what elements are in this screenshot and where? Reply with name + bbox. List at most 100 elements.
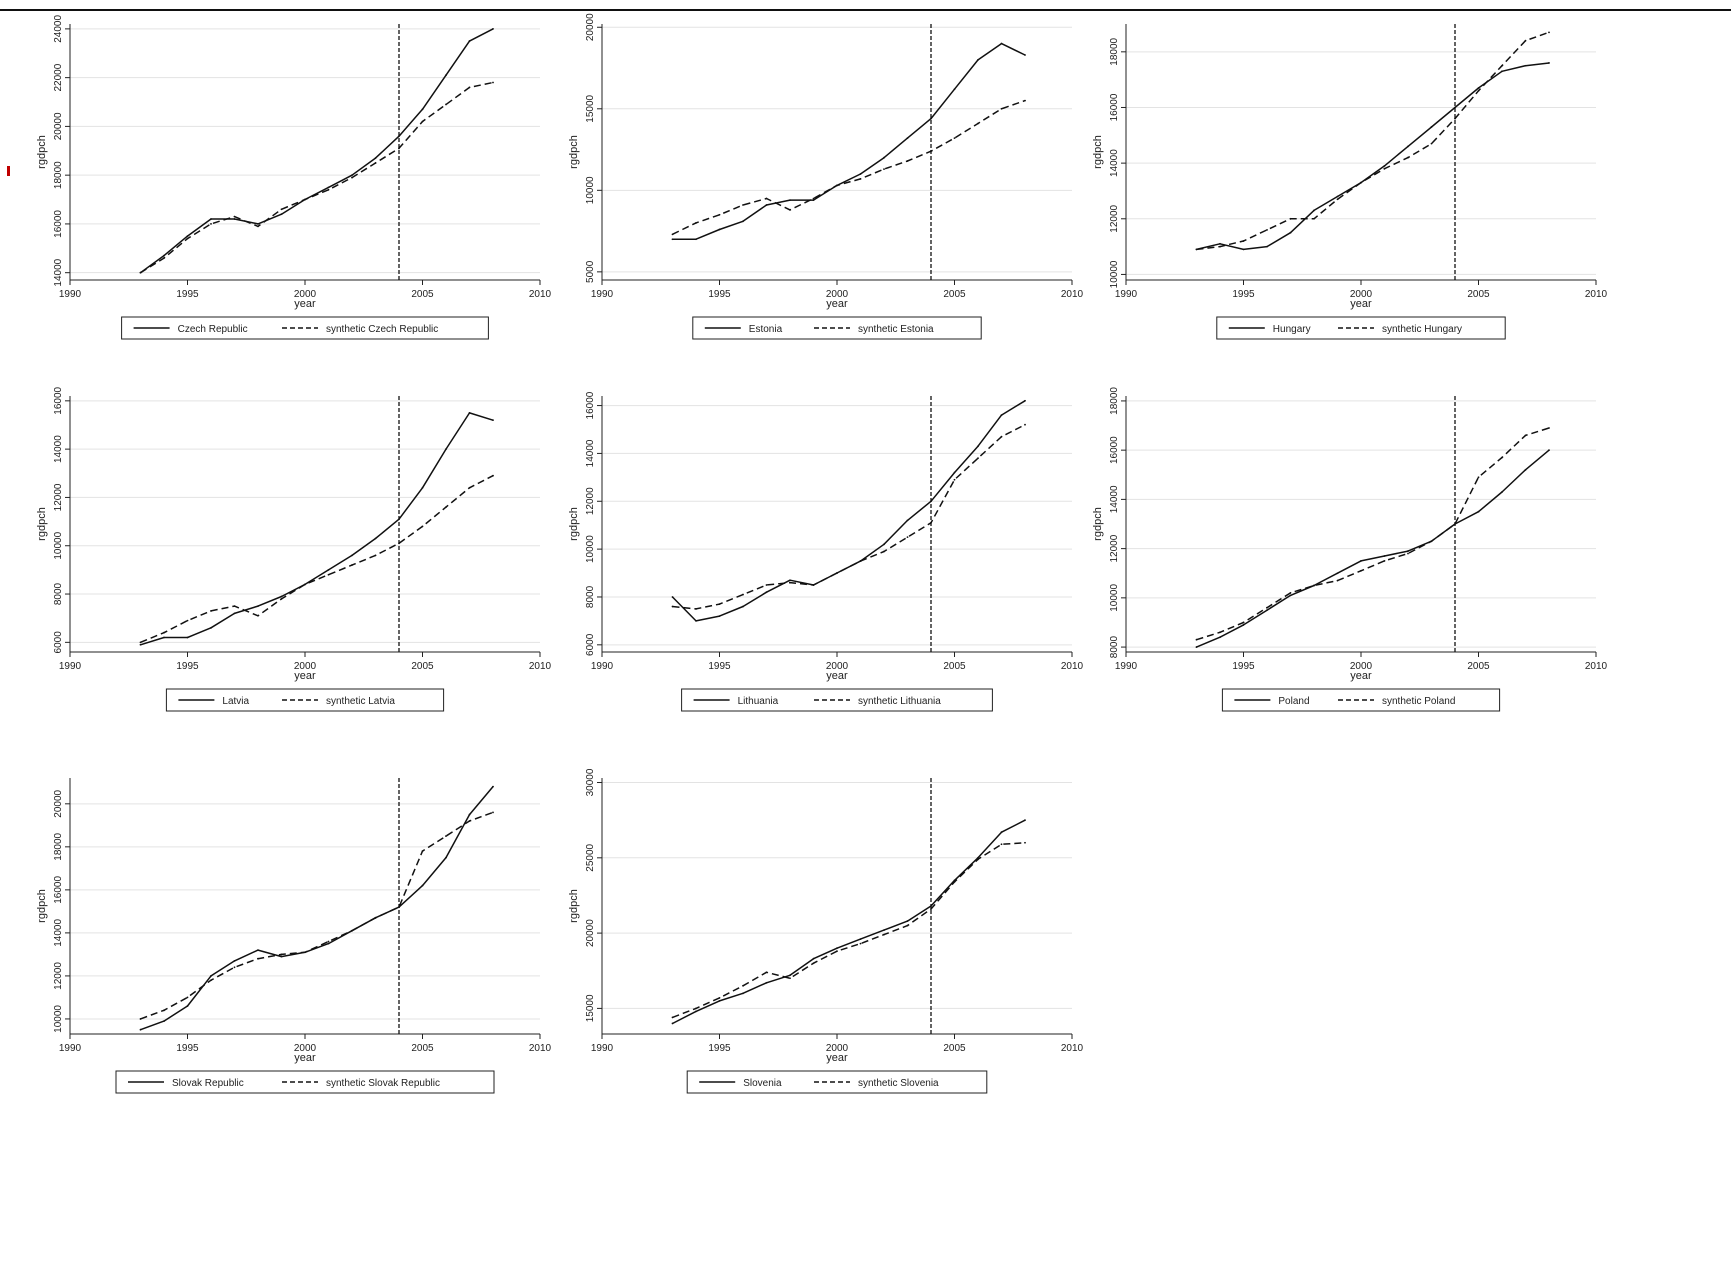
data-point [1524, 434, 1527, 437]
data-point [304, 583, 306, 586]
data-point [671, 605, 674, 608]
data-point [883, 156, 885, 159]
x-tick-label: 1995 [1232, 289, 1255, 300]
legend-box [681, 688, 993, 712]
data-point [1501, 70, 1503, 73]
legend: Hungary synthetic Hungary [1216, 316, 1506, 340]
y-tick-label: 14000 [53, 258, 64, 286]
y-tick-label: 20000 [585, 13, 596, 41]
data-point [468, 40, 471, 42]
series-synthetic-slovenia [671, 841, 1026, 1019]
y-tick-label: 16000 [585, 391, 596, 419]
data-point [492, 81, 494, 84]
data-point [1336, 195, 1339, 198]
y-tick-label: 10000 [53, 1005, 64, 1033]
data-point [398, 135, 400, 138]
data-point [1548, 62, 1550, 64]
data-point [859, 178, 862, 180]
x-tick-label: 2010 [529, 661, 552, 672]
legend-box [1221, 688, 1501, 712]
line-chart: 6000 8000 10000 12000 14000 16000 1990 1995 2000… [36, 386, 552, 712]
data-point [186, 996, 189, 999]
y-tick-label: 16000 [53, 386, 64, 414]
data-point [906, 160, 909, 162]
data-point [1266, 606, 1268, 609]
data-point [930, 905, 932, 907]
data-point [280, 208, 283, 211]
data-point [233, 966, 236, 969]
x-tick-label: 2010 [1585, 661, 1608, 672]
data-point [139, 641, 142, 644]
x-axis-label: year [294, 670, 316, 682]
x-tick-label: 2000 [1350, 661, 1373, 672]
data-point [718, 228, 721, 231]
data-point [233, 959, 236, 962]
x-tick-label: 2000 [1350, 289, 1373, 300]
x-tick-label: 1990 [1115, 661, 1138, 672]
data-point [1407, 145, 1409, 148]
data-point [859, 173, 862, 175]
data-point [1195, 638, 1198, 641]
legend-label: Slovak Republic [172, 1078, 244, 1089]
data-point [163, 636, 165, 639]
y-tick-label: 14000 [585, 439, 596, 467]
data-point [139, 643, 142, 646]
series-line [1196, 427, 1550, 641]
data-point [906, 519, 909, 522]
data-point [742, 593, 744, 596]
data-point [280, 595, 283, 598]
y-axis-label: rgdpch [36, 135, 48, 169]
data-point [1266, 229, 1268, 231]
legend-label: Poland [1278, 696, 1309, 707]
data-point [351, 554, 353, 557]
data-point [398, 518, 400, 521]
x-tick-label: 2005 [943, 289, 966, 300]
data-point [977, 58, 979, 61]
x-tick-label: 2010 [1061, 1043, 1084, 1054]
data-point [233, 215, 236, 218]
data-point [695, 608, 697, 610]
data-point [671, 233, 674, 236]
data-point [883, 550, 885, 553]
margin-mark [7, 166, 10, 176]
data-point [953, 88, 956, 91]
x-tick-label: 2010 [1585, 289, 1608, 300]
line-chart: 15000 20000 25000 30000 1990 1995 2000 2005 2010… [568, 768, 1084, 1094]
data-point [468, 486, 471, 489]
data-point [1407, 552, 1409, 555]
data-point [233, 218, 236, 220]
x-tick-label: 2000 [294, 661, 317, 672]
data-point [1454, 106, 1456, 109]
chart-panel-slovak-republic: 10000 12000 14000 16000 18000 20000 1990 1995 20… [20, 772, 580, 1162]
data-point [468, 820, 471, 822]
legend-label: Slovenia [743, 1078, 782, 1089]
y-tick-label: 20000 [53, 112, 64, 140]
y-axis-label: rgdpch [1092, 135, 1104, 169]
chart-panel-poland: 8000 10000 12000 14000 16000 18000 1990 1995 200… [1076, 387, 1636, 780]
y-tick-label: 22000 [53, 63, 64, 91]
data-point [859, 942, 862, 945]
legend: Slovenia synthetic Slovenia [686, 1070, 988, 1094]
y-tick-label: 18000 [1109, 387, 1120, 415]
line-chart: 5000 10000 15000 20000 1990 1995 2000 2005 2010 y… [568, 13, 1084, 340]
series-synthetic-estonia [671, 99, 1026, 236]
x-tick-label: 1990 [59, 289, 82, 300]
data-point [1524, 39, 1527, 42]
data-point [421, 850, 424, 853]
legend-box [692, 316, 982, 340]
data-point [139, 1028, 142, 1031]
data-point [1430, 142, 1433, 145]
data-point [812, 197, 815, 200]
data-point [421, 884, 424, 887]
data-point [139, 1018, 142, 1020]
data-point [1195, 646, 1198, 648]
plot-area [602, 396, 1072, 652]
data-point [1289, 231, 1292, 234]
data-point [445, 835, 447, 837]
data-point [374, 162, 377, 164]
data-point [421, 525, 424, 528]
x-tick-label: 1995 [176, 661, 199, 672]
data-point [1548, 31, 1550, 34]
y-axis-label: rgdpch [36, 889, 48, 923]
line-chart: 8000 10000 12000 14000 16000 18000 1990 1995 200… [1092, 387, 1608, 712]
